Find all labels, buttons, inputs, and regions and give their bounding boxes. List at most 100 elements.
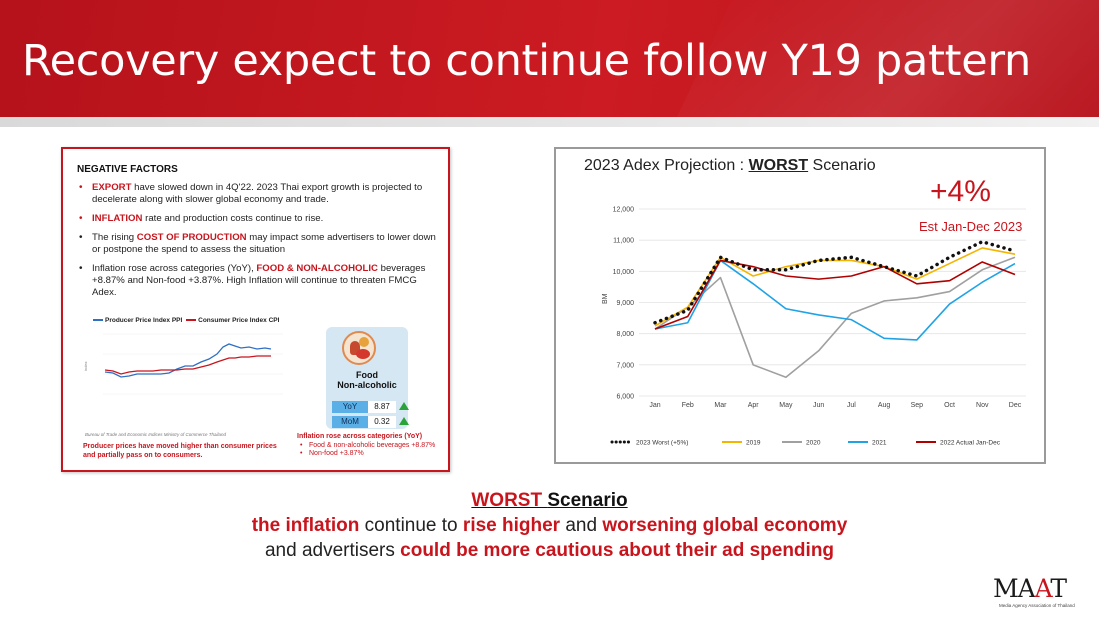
chart-title-bold: WORST (748, 157, 809, 174)
food-basket-icon (342, 331, 376, 365)
y-tick-label: 10,000 (613, 269, 635, 276)
mini-chart-source: Bureau of Trade and Economic Indices Min… (85, 432, 226, 437)
ppi-legend-label: Producer Price Index PPI (105, 317, 183, 324)
y-tick-label: 12,000 (613, 207, 635, 214)
scenario-line-3: and advertisers could be more cautious a… (0, 538, 1099, 563)
chart-title-pre: 2023 Adex Projection : (584, 157, 749, 174)
highlight-cost: COST OF PRODUCTION (136, 232, 247, 243)
bullet-icon: • (79, 182, 83, 193)
x-tick-label: Dec (1009, 402, 1022, 409)
chart-title-post: Scenario (808, 157, 876, 174)
banner-stripe (0, 117, 1099, 127)
y-tick-label: 9,000 (616, 300, 634, 307)
yoy-value: 8.87 (368, 401, 396, 413)
series-line (654, 259, 1016, 330)
list-item: • The rising COST OF PRODUCTION may impac… (77, 232, 439, 256)
x-tick-label: Apr (748, 402, 760, 409)
scenario-text-fragment: worsening global economy (602, 515, 848, 536)
bullet-icon: • (79, 263, 83, 274)
mom-value: 0.32 (368, 416, 396, 428)
highlight-food: FOOD & NON-ALCOHOLIC (256, 263, 378, 274)
x-tick-label: Jan (649, 402, 660, 409)
x-tick-label: Sep (911, 402, 924, 409)
negative-factors-list: • EXPORT have slowed down in 4Q'22. 2023 … (77, 182, 439, 306)
y-tick-label: 6,000 (616, 394, 634, 401)
logo-mark: MAAT (993, 574, 1067, 603)
adex-line-chart: 6,000 7,000 8,000 9,000 10,000 11,000 12,000 BM… (602, 207, 1026, 447)
x-tick-label: May (779, 402, 793, 409)
negative-factors-title: NEGATIVE FACTORS (77, 164, 178, 175)
logo-caption: Media Agency Association of Thailand (999, 603, 1075, 608)
x-tick-label: Nov (976, 402, 989, 409)
scenario-text-fragment: the inflation (251, 515, 360, 536)
scenario-heading-red: WORST (471, 490, 548, 511)
scenario-text-fragment: and (560, 515, 603, 536)
ppi-cpi-mini-chart: index (83, 333, 283, 395)
ppi-cpi-legend: Producer Price Index PPI Consumer Price … (93, 317, 279, 324)
item-text: beverages +8.87% and Non-food +3.87%. Hi… (92, 263, 426, 298)
legend-label: 2019 (746, 440, 761, 447)
series-line (654, 259, 1016, 341)
x-tick-label: Aug (878, 402, 891, 409)
ppi-swatch (93, 319, 103, 322)
scenario-line-2: the inflation continue to rise higher an… (0, 513, 1099, 538)
y-tick-label: 8,000 (616, 331, 634, 338)
x-tick-label: Jul (847, 402, 856, 409)
highlight-inflation: INFLATION (92, 213, 143, 224)
y-tick-label: 11,000 (613, 238, 634, 245)
legend-label: 2023 Worst (+5%) (636, 440, 688, 447)
slide-title: Recovery expect to continue follow Y19 p… (22, 36, 1031, 86)
x-tick-label: Jun (813, 402, 824, 409)
up-arrow-icon (399, 402, 409, 410)
item-text: may impact some advertisers to lower dow… (92, 232, 436, 255)
legend-label: 2021 (872, 440, 887, 447)
scenario-summary: WORST Scenario the inflation continue to… (0, 488, 1099, 563)
growth-note: Est Jan-Dec 2023 (919, 219, 1023, 234)
x-tick-label: Mar (714, 402, 727, 409)
scenario-heading-black: Scenario (547, 490, 628, 511)
legend-label: 2022 Actual Jan-Dec (940, 440, 1001, 447)
y-axis-label: BM (602, 293, 609, 304)
ppi-line (104, 343, 272, 378)
x-tick-label: Oct (944, 402, 955, 409)
scenario-heading: WORST Scenario (0, 488, 1099, 513)
mini-chart-note: Producer prices have moved higher than c… (83, 443, 277, 459)
x-tick-label: Feb (682, 402, 694, 409)
series-line (654, 247, 1016, 327)
maat-logo: MAAT Media Agency Association of Thailan… (993, 574, 1093, 614)
bullet-icon: • (79, 232, 83, 243)
mom-label: MoM (332, 416, 368, 428)
negative-factors-panel: NEGATIVE FACTORS • EXPORT have slowed dow… (61, 147, 450, 472)
series-line (654, 256, 1016, 379)
series-line (653, 239, 1017, 325)
up-arrow-icon (399, 417, 409, 425)
y-tick-label: 7,000 (616, 362, 634, 369)
adex-projection-panel: 6,000 7,000 8,000 9,000 10,000 11,000 12,000 BM… (554, 147, 1046, 464)
list-item: • Inflation rose across categories (YoY),… (77, 263, 439, 299)
chart-title: 2023 Adex Projection : WORST Scenario (556, 157, 1048, 175)
growth-percent: +4% (930, 175, 991, 208)
list-item: • INFLATION rate and production costs con… (77, 213, 439, 225)
yoy-label: YoY (332, 401, 368, 413)
item-text: rate and production costs continue to ri… (142, 213, 324, 224)
food-inflation-card: Food Non-alcoholic YoY 8.87 MoM 0.32 (326, 327, 409, 429)
cpi-swatch (186, 319, 197, 322)
list-item: • EXPORT have slowed down in 4Q'22. 2023 … (77, 182, 439, 206)
cpi-legend-label: Consumer Price Index CPI (198, 317, 280, 324)
item-text: have slowed down in 4Q'22. 2023 Thai exp… (92, 182, 423, 205)
highlight-export: EXPORT (92, 182, 132, 193)
scenario-text-fragment: continue to (359, 515, 463, 536)
list-item: • Non-food +3.87% (300, 450, 364, 457)
legend-label: 2020 (806, 440, 821, 447)
food-card-title: Food Non-alcoholic (337, 370, 397, 390)
cpi-line (104, 355, 271, 375)
title-banner: Recovery expect to continue follow Y19 p… (0, 0, 1099, 127)
svg-text:index: index (83, 361, 88, 371)
item-text-pre: The rising (92, 232, 137, 243)
inflation-note: Inflation rose across categories (YoY) •… (297, 433, 447, 459)
scenario-text-fragment: and advertisers (264, 540, 401, 561)
scenario-text-fragment: could be more cautious about their ad sp… (400, 540, 835, 561)
list-item: • Food & non-alcoholic beverages +8.87% (300, 441, 436, 449)
item-text-pre: Inflation rose across categories (YoY), (92, 263, 257, 274)
bullet-icon: • (79, 213, 83, 224)
